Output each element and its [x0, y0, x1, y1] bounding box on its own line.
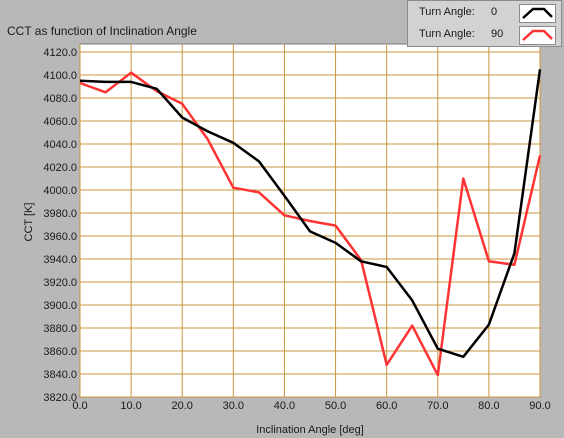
legend-item-turn-90[interactable]: Turn Angle: 90: [408, 24, 563, 46]
y-tick-label: 4120.0: [43, 47, 77, 59]
legend-value: 90: [491, 28, 504, 40]
series-lines: [79, 69, 542, 377]
x-tick-label: 0.0: [72, 400, 87, 412]
y-tick-label: 3900.0: [43, 300, 77, 312]
legend-swatch-black[interactable]: [519, 4, 556, 23]
y-tick-label: 3880.0: [43, 323, 77, 335]
x-tick-label: 50.0: [325, 400, 346, 412]
y-tick-label: 3820.0: [43, 392, 77, 404]
y-tick-label: 4080.0: [43, 93, 77, 105]
y-tick-label: 3940.0: [43, 254, 77, 266]
y-tick-label: 3860.0: [43, 346, 77, 358]
y-tick-labels: 4120.0 4100.0 4080.0 4060.0 4040.0 4020.0 4000…: [43, 47, 77, 404]
y-tick-label: 3960.0: [43, 231, 77, 243]
legend: Turn Angle: 0 Turn Angle: 90: [407, 0, 562, 47]
x-tick-label: 60.0: [376, 400, 397, 412]
y-tick-label: 4040.0: [43, 139, 77, 151]
x-tick-labels: 0.0 10.0 20.0 30.0 40.0 50.0 60.0 70.0 80.0 90.0: [72, 400, 550, 412]
chart-title: CCT as function of Inclination Angle: [7, 24, 197, 38]
x-tick-label: 90.0: [529, 400, 550, 412]
x-tick-label: 20.0: [172, 400, 193, 412]
legend-line-icon: [522, 7, 553, 19]
y-tick-label: 4020.0: [43, 162, 77, 174]
x-axis-label: Inclination Angle [deg]: [256, 424, 364, 436]
x-tick-label: 10.0: [120, 400, 141, 412]
y-tick-label: 3920.0: [43, 277, 77, 289]
legend-label: Turn Angle:: [419, 6, 475, 18]
legend-value: 0: [491, 6, 498, 18]
y-tick-label: 3980.0: [43, 208, 77, 220]
x-tick-label: 70.0: [427, 400, 448, 412]
x-tick-label: 40.0: [274, 400, 295, 412]
legend-label: Turn Angle:: [419, 28, 475, 40]
y-tick-label: 4060.0: [43, 116, 77, 128]
series-line-turn-90: [79, 71, 542, 377]
series-line-turn-0: [79, 69, 542, 359]
y-tick-label: 4100.0: [43, 70, 77, 82]
x-tick-label: 80.0: [478, 400, 499, 412]
legend-item-turn-0[interactable]: Turn Angle: 0: [408, 2, 563, 24]
x-tick-label: 30.0: [223, 400, 244, 412]
grid-lines: [79, 44, 541, 398]
y-tick-label: 4000.0: [43, 185, 77, 197]
y-tick-label: 3840.0: [43, 369, 77, 381]
legend-line-icon: [522, 29, 553, 41]
y-axis-label: CCT [K]: [23, 203, 35, 242]
legend-swatch-red[interactable]: [519, 26, 556, 45]
